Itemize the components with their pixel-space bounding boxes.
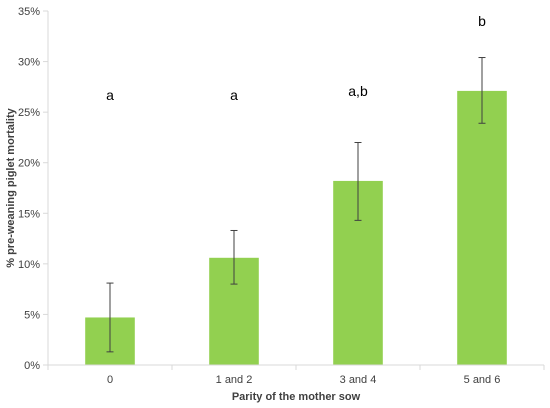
- significance-label: a: [106, 87, 114, 103]
- significance-label: a: [230, 87, 238, 103]
- y-tick-label: 20%: [18, 158, 40, 170]
- bars-group: [85, 90, 507, 365]
- significance-labels-group: a a a,b b: [106, 13, 486, 103]
- y-tick-label: 15%: [18, 208, 40, 220]
- error-bar: [106, 282, 114, 353]
- x-tick-label: 5 and 6: [464, 374, 501, 386]
- error-bar: [478, 57, 486, 124]
- y-axis-title: % pre-weaning piglet mortality: [5, 107, 17, 267]
- x-tick-label: 1 and 2: [216, 374, 253, 386]
- significance-label: a,b: [348, 83, 368, 99]
- error-bar: [230, 229, 238, 285]
- x-tick-label: 0: [107, 374, 113, 386]
- x-axis-title: Parity of the mother sow: [232, 391, 361, 403]
- bar: [457, 90, 507, 365]
- y-tick-label: 30%: [18, 57, 40, 69]
- x-tick-label: 3 and 4: [340, 374, 377, 386]
- y-tick-label: 5%: [24, 309, 40, 321]
- y-tick-label: 0%: [24, 360, 40, 372]
- y-tick-label: 35%: [18, 6, 40, 18]
- error-bars-group: [106, 57, 486, 353]
- significance-label: b: [478, 13, 486, 29]
- y-axis-ticks: 0% 5% 10% 15% 20% 25% 30% 35%: [18, 6, 48, 372]
- x-axis-ticks: 0 1 and 2 3 and 4 5 and 6: [47, 365, 545, 386]
- y-tick-label: 25%: [18, 107, 40, 119]
- error-bar: [354, 141, 362, 221]
- y-tick-label: 10%: [18, 259, 40, 271]
